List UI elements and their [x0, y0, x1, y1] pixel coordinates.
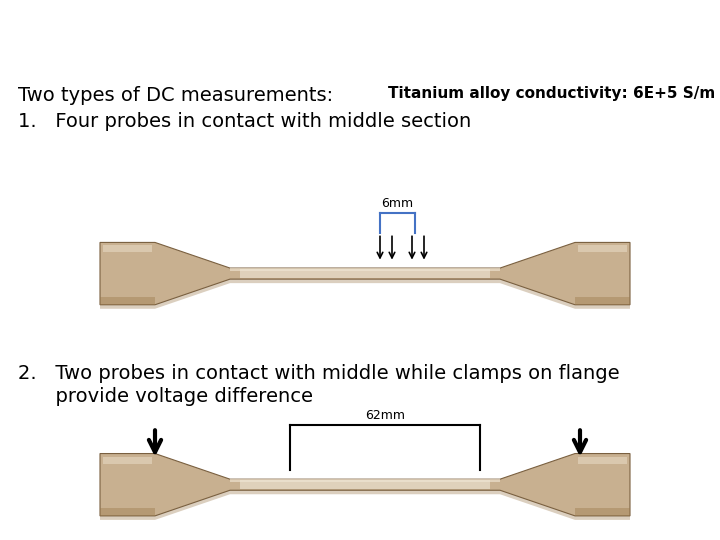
PathPatch shape [578, 456, 627, 464]
Text: 2.   Two probes in contact with middle while clamps on flange: 2. Two probes in contact with middle whi… [18, 364, 620, 383]
Text: 1.   Four probes in contact with middle section: 1. Four probes in contact with middle se… [18, 112, 472, 131]
PathPatch shape [575, 296, 630, 305]
Text: DC conductivity measurements: DC conductivity measurements [29, 13, 720, 55]
PathPatch shape [103, 456, 152, 464]
Text: Two types of DC measurements:: Two types of DC measurements: [18, 86, 333, 105]
PathPatch shape [230, 479, 500, 482]
PathPatch shape [100, 296, 155, 305]
Text: Titanium alloy conductivity: 6E+5 S/m: Titanium alloy conductivity: 6E+5 S/m [388, 86, 715, 100]
Text: 6mm: 6mm [382, 197, 413, 210]
PathPatch shape [240, 269, 490, 278]
PathPatch shape [230, 268, 500, 271]
PathPatch shape [240, 480, 490, 489]
PathPatch shape [100, 508, 155, 516]
PathPatch shape [100, 246, 630, 309]
PathPatch shape [100, 242, 630, 305]
PathPatch shape [575, 508, 630, 516]
Text: 62mm: 62mm [365, 409, 405, 422]
PathPatch shape [103, 246, 152, 253]
PathPatch shape [100, 454, 630, 516]
PathPatch shape [100, 457, 630, 520]
Text: provide voltage difference: provide voltage difference [18, 387, 313, 406]
PathPatch shape [578, 246, 627, 253]
